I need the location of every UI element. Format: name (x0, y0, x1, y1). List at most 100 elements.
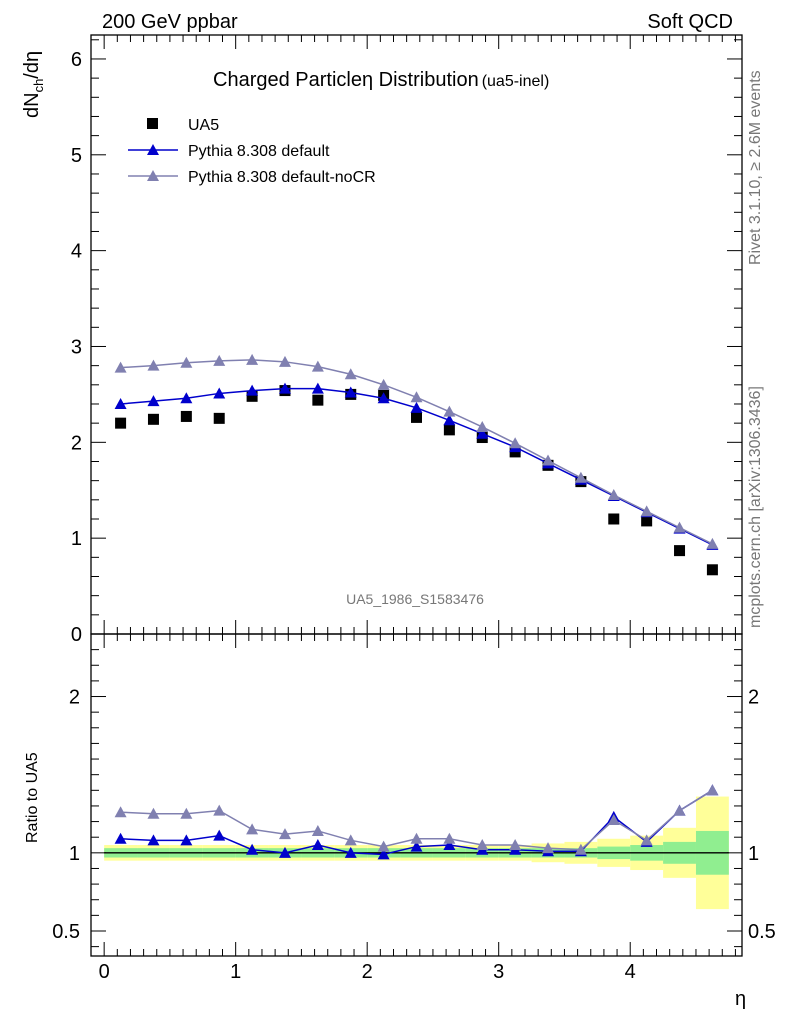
data-point-ua5 (180, 410, 192, 422)
ratio-point-nocr (147, 807, 160, 819)
data-point-ua5 (641, 515, 653, 527)
legend-marker-default (147, 144, 159, 155)
ratio-point-nocr (443, 832, 456, 844)
data-point-nocr (443, 405, 456, 417)
legend-label-nocr: Pythia 8.308 default-noCR (188, 169, 376, 186)
main-y-tick-label: 0 (71, 624, 82, 646)
y-axis-label-main: dN (21, 92, 43, 118)
data-point-nocr (607, 489, 620, 501)
main-y-tick-label: 4 (71, 241, 82, 263)
ratio-point-nocr (114, 806, 127, 818)
data-point-ua5 (147, 413, 159, 425)
data-point-nocr (213, 354, 226, 366)
ratio-point-nocr (311, 824, 324, 836)
data-point-nocr (311, 360, 324, 372)
data-point-ua5 (706, 564, 718, 576)
ratio-point-nocr (706, 784, 719, 796)
chart-title-suffix: (ua5-inel) (482, 73, 550, 90)
data-point-default (213, 387, 226, 399)
main-y-tick-label: 6 (71, 49, 82, 71)
x-tick-label: 4 (625, 961, 636, 983)
data-point-nocr (147, 359, 160, 371)
ratio-point-nocr (607, 814, 620, 826)
x-axis-label: η (735, 988, 746, 1010)
data-point-default (246, 384, 259, 396)
ratio-point-nocr (278, 828, 291, 840)
ratio-y-tick-label: 0.5 (52, 921, 80, 943)
data-point-default (410, 401, 423, 413)
side-label-top: Rivet 3.1.10, ≥ 2.6M events (747, 70, 764, 265)
x-tick-label: 0 (99, 961, 110, 983)
data-point-nocr (180, 356, 193, 368)
ratio-point-nocr (640, 834, 653, 846)
ratio-point-nocr (246, 823, 259, 835)
ratio-point-nocr (180, 807, 193, 819)
ratio-point-default (278, 846, 291, 858)
ratio-point-nocr (377, 840, 390, 852)
data-point-default (377, 392, 390, 404)
data-point-nocr (344, 368, 357, 380)
data-point-nocr (246, 353, 259, 365)
ratio-point-nocr (213, 804, 226, 816)
header-right: Soft QCD (647, 11, 733, 33)
data-point-nocr (114, 361, 127, 373)
data-point-nocr (509, 437, 522, 449)
ratio-y-tick-label: 1 (69, 843, 80, 865)
data-point-ua5 (115, 417, 127, 429)
ratio-point-nocr (410, 832, 423, 844)
data-point-nocr (640, 505, 653, 517)
legend-label-ua5: UA5 (188, 117, 219, 134)
data-point-default (476, 427, 489, 439)
data-point-nocr (278, 355, 291, 367)
chart-title: Charged Particleη Distribution (ua5-inel) (213, 69, 549, 91)
ratio-point-nocr (542, 842, 555, 854)
ratio-point-nocr (574, 843, 587, 855)
data-point-nocr (673, 521, 686, 533)
chart-title-symbol: η (362, 69, 373, 91)
y-axis-label-sub: ch (31, 79, 46, 93)
y-axis-label: dNch/dη (21, 51, 46, 118)
data-point-default (180, 392, 193, 404)
data-point-ua5 (246, 390, 258, 402)
ratio-y-tick-label-right: 2 (748, 687, 759, 709)
data-point-ua5 (674, 545, 686, 557)
ratio-frame (90, 633, 743, 957)
data-point-nocr (377, 378, 390, 390)
x-tick-label: 3 (493, 961, 504, 983)
legend: UA5 Pythia 8.308 default Pythia 8.308 de… (128, 117, 376, 186)
ratio-point-default (246, 843, 259, 855)
series-line-nocr (120, 359, 713, 545)
main-y-tick-label: 3 (71, 336, 82, 358)
data-point-ua5 (312, 394, 324, 406)
ratio-point-nocr (476, 839, 489, 851)
data-point-nocr (574, 471, 587, 483)
ratio-point-default (114, 832, 127, 844)
side-label-bottom: mcplots.cern.ch [arXiv:1306.3436] (747, 386, 764, 628)
chart-title-rest: Distribution (373, 69, 479, 91)
data-point-ua5 (443, 424, 455, 436)
ratio-point-default (311, 839, 324, 851)
data-point-default (443, 414, 456, 426)
data-point-default (311, 382, 324, 394)
chart-title-main: Charged Particle (213, 69, 362, 91)
data-point-nocr (542, 454, 555, 466)
data-point-nocr (410, 391, 423, 403)
data-point-default (114, 397, 127, 409)
ratio-point-default (377, 848, 390, 860)
data-point-default (278, 382, 291, 394)
main-y-tick-label: 5 (71, 145, 82, 167)
ratio-point-default (443, 839, 456, 851)
ratio-point-nocr (509, 839, 522, 851)
main-y-tick-label: 1 (71, 528, 82, 550)
legend-marker-ua5 (147, 118, 158, 129)
data-point-nocr (706, 537, 719, 549)
y-axis-label-rest: /dη (21, 51, 43, 79)
ratio-plot: 0 1 2 3 4 0.5 0.5 1 1 2 2 (52, 633, 776, 983)
x-tick-label: 2 (362, 961, 373, 983)
legend-label-default: Pythia 8.308 default (188, 143, 330, 160)
ratio-point-default (180, 834, 193, 846)
ratio-y-tick-label-right: 0.5 (748, 921, 776, 943)
data-point-ua5 (608, 513, 620, 525)
data-point-ua5 (411, 411, 422, 423)
